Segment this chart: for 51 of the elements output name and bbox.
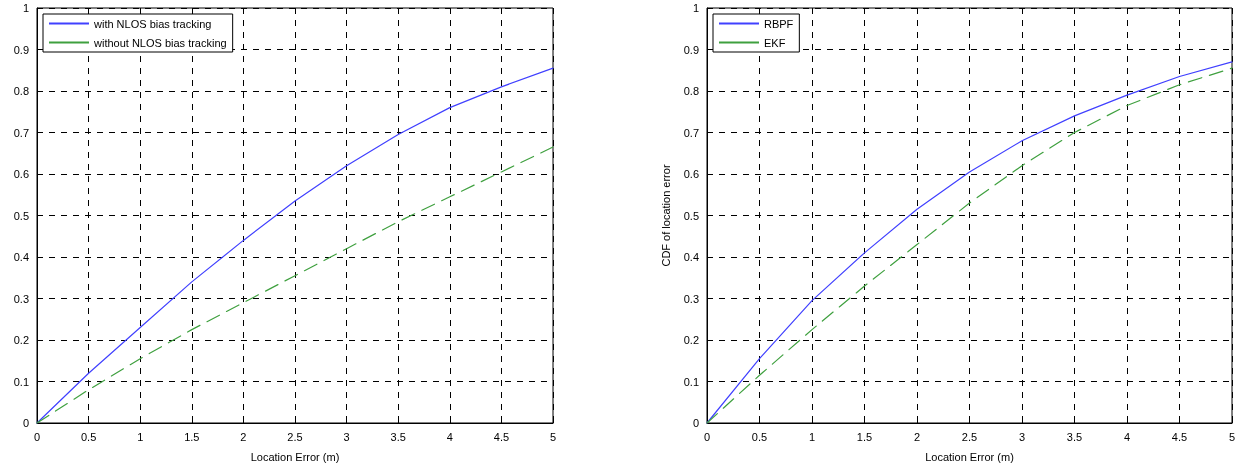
- y-tick-label: 0.8: [683, 85, 699, 97]
- legend-label: without NLOS bias tracking: [93, 36, 227, 49]
- y-tick-label: 0.6: [13, 168, 29, 180]
- y-tick-label: 1: [692, 2, 699, 14]
- x-tick-label: 0.5: [751, 430, 768, 443]
- y-tick-label: 1: [22, 2, 29, 14]
- y-axis-title: CDF of location error: [659, 164, 672, 267]
- y-tick-label: 0.2: [13, 334, 29, 346]
- legend-label: RBPF: [764, 17, 794, 30]
- x-tick-label: 4: [1123, 430, 1131, 443]
- y-tick-label: 0.9: [13, 43, 29, 56]
- y-tick-label: 0.8: [13, 85, 29, 97]
- y-tick-label: 0.5: [683, 209, 699, 222]
- legend-label: EKF: [764, 36, 786, 49]
- x-tick-label: 1.5: [856, 430, 873, 443]
- x-tick-label: 1: [137, 430, 144, 443]
- x-axis-title: Location Error (m): [925, 450, 1014, 463]
- y-tick-label: 0.3: [13, 292, 29, 305]
- x-tick-label: 0: [33, 430, 41, 443]
- x-tick-label: 4.5: [493, 430, 510, 443]
- y-tick-label: 0.5: [13, 209, 29, 222]
- x-tick-label: 3.5: [1066, 430, 1083, 443]
- x-tick-label: 5: [1228, 430, 1236, 443]
- x-tick-label: 0.5: [80, 430, 97, 443]
- y-tick-label: 0.7: [13, 126, 29, 139]
- y-tick-label: 0.4: [683, 251, 699, 263]
- y-tick-label: 0.6: [683, 168, 699, 180]
- x-tick-label: 0: [703, 430, 711, 443]
- legend-label: with NLOS bias tracking: [93, 17, 212, 30]
- x-tick-label: 3: [343, 430, 350, 443]
- y-tick-label: 0.4: [13, 251, 29, 263]
- x-tick-label: 3: [1018, 430, 1026, 443]
- y-tick-label: 0.1: [683, 375, 699, 388]
- y-tick-label: 0: [692, 417, 699, 429]
- x-tick-label: 4: [446, 430, 453, 443]
- x-tick-label: 1.5: [184, 430, 200, 443]
- y-tick-label: 0.3: [683, 292, 699, 305]
- x-axis-title: Location Error (m): [250, 450, 340, 463]
- x-tick-label: 5: [549, 430, 557, 443]
- y-tick-label: 0.2: [683, 334, 699, 346]
- x-tick-label: 2: [913, 430, 921, 443]
- x-tick-label: 2.5: [961, 430, 978, 443]
- y-tick-label: 0.7: [683, 126, 699, 139]
- y-tick-label: 0.9: [683, 43, 699, 56]
- x-tick-label: 2: [240, 430, 247, 443]
- x-tick-label: 3.5: [390, 430, 406, 443]
- y-tick-label: 0.1: [13, 375, 29, 388]
- y-tick-label: 0: [22, 417, 29, 429]
- x-tick-label: 2.5: [287, 430, 303, 443]
- x-tick-label: 4.5: [1171, 430, 1188, 443]
- x-tick-label: 1: [808, 430, 816, 443]
